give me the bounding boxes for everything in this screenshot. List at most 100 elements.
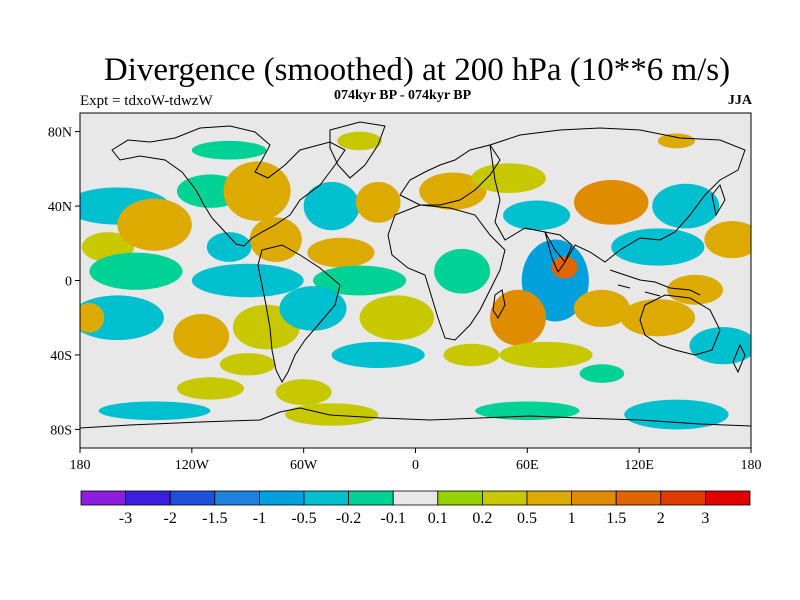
divergence-blob-34 xyxy=(434,248,491,294)
divergence-blob-26 xyxy=(573,180,649,225)
divergence-blob-40 xyxy=(579,364,625,383)
colorbar-label: 0.2 xyxy=(472,510,492,527)
colorbar-swatch-2 xyxy=(169,490,216,506)
lat-tick-label: 80N xyxy=(48,126,72,141)
divergence-blob-18 xyxy=(279,286,347,331)
coastline-antarctica xyxy=(80,407,751,429)
colorbar-label: -0.5 xyxy=(291,510,316,527)
colorbar-label: 0.5 xyxy=(517,510,537,527)
colorbar-swatch-0 xyxy=(80,490,126,506)
divergence-blob-33 xyxy=(573,289,630,328)
divergence-blob-19 xyxy=(359,295,435,341)
divergence-blob-5 xyxy=(223,161,291,221)
divergence-blob-15 xyxy=(173,314,230,359)
divergence-blob-13 xyxy=(80,295,164,341)
lon-tick-label: 120W xyxy=(175,458,210,473)
divergence-blob-42 xyxy=(285,403,379,426)
divergence-blob-20 xyxy=(331,341,425,368)
colorbar-label: 0.1 xyxy=(428,510,448,527)
map-background xyxy=(80,113,751,448)
divergence-blob-7 xyxy=(206,232,252,262)
coastline-madagascar xyxy=(492,289,506,319)
divergence-blob-3 xyxy=(89,252,183,290)
divergence-blob-43 xyxy=(475,401,580,421)
colorbar-label: -0.2 xyxy=(336,510,361,527)
divergence-blob-25 xyxy=(503,200,571,231)
lon-tick-label: 60W xyxy=(290,458,318,473)
divergence-blob-28 xyxy=(704,220,751,259)
coastline-india xyxy=(544,231,573,274)
divergence-blob-36 xyxy=(620,299,696,337)
divergence-blob-32 xyxy=(490,289,546,346)
lon-tick-label: 180 xyxy=(70,458,91,473)
coastline-south-america xyxy=(257,244,341,384)
colorbar-label: 2 xyxy=(657,510,665,527)
divergence-blob-14 xyxy=(80,302,105,333)
divergence-blob-46 xyxy=(337,131,382,151)
colorbar-swatch-9 xyxy=(481,490,528,506)
divergence-blob-2 xyxy=(117,198,192,251)
lat-tick-label: 0 xyxy=(65,275,72,290)
divergence-blob-39 xyxy=(499,341,593,368)
colorbar-label: -0.1 xyxy=(381,510,406,527)
divergence-blob-45 xyxy=(191,140,267,160)
lon-tick-label: 120E xyxy=(624,458,654,473)
colorbar-label: -1 xyxy=(253,510,266,527)
divergence-blob-41 xyxy=(98,401,211,421)
divergence-blob-10 xyxy=(355,181,401,223)
coastlines xyxy=(80,121,751,429)
divergence-blob-17 xyxy=(219,353,276,376)
coastline-greenland xyxy=(329,121,386,179)
map-title: Divergence (smoothed) at 200 hPa (10**6 … xyxy=(103,52,731,88)
colorbar-label: 1 xyxy=(568,510,576,527)
divergence-blob-29 xyxy=(611,228,705,266)
colorbar: -3 -2 -1.5 -1 -0.5 -0.2 -0.1 0.1 0.2 0.5 1 1.5 2 3 xyxy=(80,490,751,527)
lon-tick-label: 180 xyxy=(741,458,762,473)
colorbar-swatch-13 xyxy=(660,490,706,506)
colorbar-swatch-5 xyxy=(303,490,349,506)
coastline-new-zealand xyxy=(732,343,746,374)
coastline-indonesia xyxy=(609,269,701,297)
divergence-blob-47 xyxy=(657,133,696,149)
lon-tick-label: 0 xyxy=(412,458,419,473)
experiment-label: Expt = tdxoW-tdwzW xyxy=(80,93,213,109)
divergence-blob-9 xyxy=(303,181,360,231)
lat-tick-label: 80S xyxy=(50,423,72,438)
colorbar-label: -3 xyxy=(119,510,132,527)
divergence-blob-35 xyxy=(443,343,500,367)
colorbar-swatch-10 xyxy=(526,490,572,506)
colorbar-swatch-3 xyxy=(214,490,260,506)
colorbar-swatch-7 xyxy=(392,490,439,506)
colorbar-swatch-6 xyxy=(348,490,394,506)
divergence-blob-38 xyxy=(667,274,724,305)
lat-tick-label: 40N xyxy=(48,200,72,215)
coastline-japan xyxy=(711,183,726,217)
colorbar-swatch-11 xyxy=(571,490,617,506)
colorbar-swatch-1 xyxy=(125,490,171,506)
colorbar-swatch-4 xyxy=(258,490,305,506)
divergence-blob-23 xyxy=(419,172,487,210)
divergence-blob-6 xyxy=(249,217,302,262)
coastline-australia xyxy=(639,294,721,356)
coastline-north-america xyxy=(111,125,346,247)
divergence-blob-22 xyxy=(176,377,245,400)
divergence-blob-27 xyxy=(652,183,720,229)
divergence-blob-12 xyxy=(312,265,407,296)
season-label: JJA xyxy=(727,93,752,108)
period-label: 074kyr BP - 074kyr BP xyxy=(334,88,472,103)
divergence-blob-8 xyxy=(191,263,304,298)
divergence-blob-44 xyxy=(624,399,729,430)
colorbar-swatch-12 xyxy=(615,490,662,506)
divergence-blob-24 xyxy=(471,163,546,194)
colorbar-swatch-8 xyxy=(437,490,483,506)
divergence-field xyxy=(80,131,751,430)
divergence-blob-37 xyxy=(689,327,751,365)
lon-tick-label: 60E xyxy=(516,458,539,473)
longitude-ticks: 180 120W 60W 0 60E 120E 180 xyxy=(70,448,762,473)
coastline-asia xyxy=(489,127,746,263)
divergence-blob-21 xyxy=(275,379,332,406)
coastline-europe xyxy=(399,144,501,206)
divergence-blob-11 xyxy=(307,237,375,268)
latitude-ticks: 80N 40N 0 40S 80S xyxy=(48,126,80,438)
